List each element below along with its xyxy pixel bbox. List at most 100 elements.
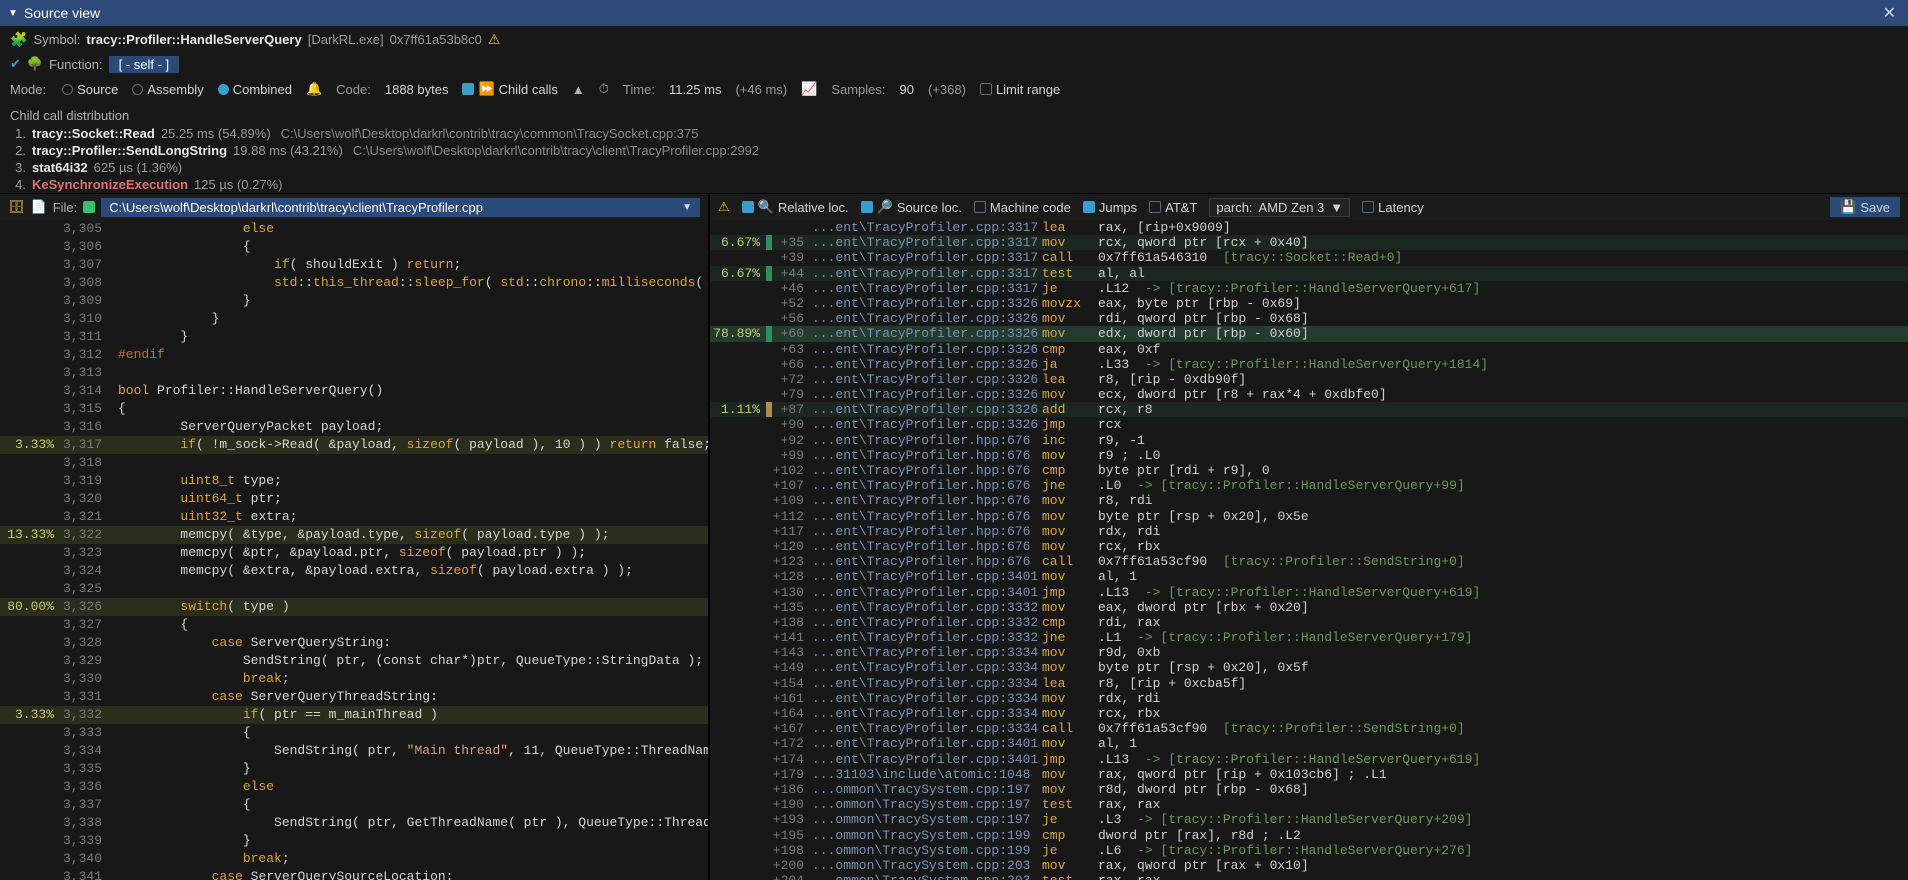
asm-line-23[interactable]: +128 ...ent\TracyProfiler.cpp:3401 mov al, … <box>710 569 1908 584</box>
source-line-3324[interactable]: 3,324 memcpy( &extra, &payload.extra, si… <box>0 562 708 580</box>
source-line-3339[interactable]: 3,339 } <box>0 832 708 850</box>
collapse-child-calls-icon[interactable]: ▲ <box>572 82 585 97</box>
source-line-3338[interactable]: 3,338 SendString( ptr, GetThreadName( pt… <box>0 814 708 832</box>
asm-line-srcref-5[interactable]: ...ent\TracyProfiler.cpp:3326 <box>812 296 1042 311</box>
asm-line-srcref-43[interactable]: ...ommon\TracySystem.cpp:203 <box>812 873 1042 880</box>
asm-line-42[interactable]: +200 ...ommon\TracySystem.cpp:203 mov rax, … <box>710 858 1908 873</box>
asm-line-srcref-11[interactable]: ...ent\TracyProfiler.cpp:3326 <box>812 387 1042 402</box>
asm-line-38[interactable]: +190 ...ommon\TracySystem.cpp:197 test rax,… <box>710 797 1908 812</box>
function-tree-icon[interactable]: 🌳 <box>27 56 43 72</box>
child-call-row-1[interactable]: 1. tracy::Socket::Read 25.25 ms (54.89%)… <box>10 125 1898 142</box>
mode-radio-combined[interactable]: Combined <box>218 82 292 97</box>
assembly-warning-icon[interactable]: ⚠ <box>718 199 730 215</box>
source-line-3311[interactable]: 3,311 } <box>0 328 708 346</box>
asm-line-srcref-10[interactable]: ...ent\TracyProfiler.cpp:3326 <box>812 372 1042 387</box>
asm-line-34[interactable]: +172 ...ent\TracyProfiler.cpp:3401 mov al, … <box>710 736 1908 751</box>
source-line-3331[interactable]: 3,331 case ServerQueryThreadString: <box>0 688 708 706</box>
source-loc-checkbox[interactable]: 🔎 Source loc. <box>861 199 962 215</box>
child-call-row-3[interactable]: 3. stat64i32 625 µs (1.36%) <box>10 159 1898 176</box>
asm-line-srcref-38[interactable]: ...ommon\TracySystem.cpp:197 <box>812 797 1042 812</box>
source-line-3315[interactable]: 3,315 { <box>0 400 708 418</box>
source-loc-checkbox-box[interactable] <box>861 201 873 213</box>
file-path-dropdown[interactable]: C:\Users\wolf\Desktop\darkrl\contrib\tra… <box>101 198 700 217</box>
asm-line-33[interactable]: +167 ...ent\TracyProfiler.cpp:3334 call 0x7… <box>710 721 1908 736</box>
save-button[interactable]: 💾 Save <box>1830 197 1900 217</box>
asm-line-12[interactable]: 1.11% +87 ...ent\TracyProfiler.cpp:3326 add… <box>710 402 1908 417</box>
jumps-checkbox[interactable]: Jumps <box>1083 200 1137 215</box>
source-line-3337[interactable]: 3,337 { <box>0 796 708 814</box>
asm-line-30[interactable]: +154 ...ent\TracyProfiler.cpp:3334 lea r8, … <box>710 676 1908 691</box>
source-line-3335[interactable]: 3,335 } <box>0 760 708 778</box>
latency-checkbox-box[interactable] <box>1362 201 1374 213</box>
asm-line-srcref-12[interactable]: ...ent\TracyProfiler.cpp:3326 <box>812 402 1042 417</box>
source-line-3314[interactable]: 3,314 bool Profiler::HandleServerQuery() <box>0 382 708 400</box>
source-line-3329[interactable]: 3,329 SendString( ptr, (const char*)ptr,… <box>0 652 708 670</box>
asm-line-srcref-22[interactable]: ...ent\TracyProfiler.hpp:676 <box>812 554 1042 569</box>
asm-line-26[interactable]: +138 ...ent\TracyProfiler.cpp:3332 cmp rdi,… <box>710 615 1908 630</box>
asm-line-srcref-26[interactable]: ...ent\TracyProfiler.cpp:3332 <box>812 615 1042 630</box>
asm-line-srcref-1[interactable]: ...ent\TracyProfiler.cpp:3317 <box>812 235 1042 250</box>
asm-line-40[interactable]: +195 ...ommon\TracySystem.cpp:199 cmp dword… <box>710 828 1908 843</box>
asm-line-11[interactable]: +79 ...ent\TracyProfiler.cpp:3326 mov ecx, … <box>710 387 1908 402</box>
asm-line-4[interactable]: +46 ...ent\TracyProfiler.cpp:3317 je .L12 -… <box>710 281 1908 296</box>
asm-line-5[interactable]: +52 ...ent\TracyProfiler.cpp:3326 movzx eax… <box>710 296 1908 311</box>
source-line-3317[interactable]: 3.33% 3,317 if( !m_sock->Read( &payload, … <box>0 436 708 454</box>
source-line-3307[interactable]: 3,307 if( shouldExit ) return; <box>0 256 708 274</box>
source-line-3327[interactable]: 3,327 { <box>0 616 708 634</box>
asm-line-srcref-31[interactable]: ...ent\TracyProfiler.cpp:3334 <box>812 691 1042 706</box>
asm-line-20[interactable]: +117 ...ent\TracyProfiler.hpp:676 mov rdx, … <box>710 524 1908 539</box>
relative-loc-checkbox-box[interactable] <box>742 201 754 213</box>
asm-line-srcref-32[interactable]: ...ent\TracyProfiler.cpp:3334 <box>812 706 1042 721</box>
jumps-checkbox-box[interactable] <box>1083 201 1095 213</box>
source-line-3332[interactable]: 3.33% 3,332 if( ptr == m_mainThread ) <box>0 706 708 724</box>
source-line-3310[interactable]: 3,310 } <box>0 310 708 328</box>
source-line-3334[interactable]: 3,334 SendString( ptr, "Main thread", 11… <box>0 742 708 760</box>
asm-line-srcref-36[interactable]: ...31103\include\atomic:1048 <box>812 767 1042 782</box>
asm-line-37[interactable]: +186 ...ommon\TracySystem.cpp:197 mov r8d, … <box>710 782 1908 797</box>
machine-code-checkbox-box[interactable] <box>974 201 986 213</box>
asm-line-36[interactable]: +179 ...31103\include\atomic:1048 mov rax, … <box>710 767 1908 782</box>
asm-line-16[interactable]: +102 ...ent\TracyProfiler.hpp:676 cmp byte … <box>710 463 1908 478</box>
limit-range-checkbox[interactable]: Limit range <box>980 82 1060 97</box>
source-line-3340[interactable]: 3,340 break; <box>0 850 708 868</box>
limit-range-checkbox-box[interactable] <box>980 83 992 95</box>
source-line-3321[interactable]: 3,321 uint32_t extra; <box>0 508 708 526</box>
source-line-3333[interactable]: 3,333 { <box>0 724 708 742</box>
source-line-3308[interactable]: 3,308 std::this_thread::sleep_for( std::… <box>0 274 708 292</box>
function-value-dropdown[interactable]: [ - self - ] <box>109 56 180 73</box>
asm-line-31[interactable]: +161 ...ent\TracyProfiler.cpp:3334 mov rdx,… <box>710 691 1908 706</box>
asm-line-srcref-6[interactable]: ...ent\TracyProfiler.cpp:3326 <box>812 311 1042 326</box>
asm-line-1[interactable]: 6.67% +35 ...ent\TracyProfiler.cpp:3317 mov… <box>710 235 1908 250</box>
asm-line-6[interactable]: +56 ...ent\TracyProfiler.cpp:3326 mov rdi, … <box>710 311 1908 326</box>
parch-chevron-icon[interactable]: ▼ <box>1330 200 1343 215</box>
child-calls-checkbox-box[interactable] <box>462 83 474 95</box>
child-call-row-4[interactable]: 4. KeSynchronizeExecution 125 µs (0.27%) <box>10 176 1898 193</box>
mode-radio-combined-dot[interactable] <box>218 84 229 95</box>
asm-line-21[interactable]: +120 ...ent\TracyProfiler.hpp:676 mov rcx, … <box>710 539 1908 554</box>
asm-line-39[interactable]: +193 ...ommon\TracySystem.cpp:197 je .L3 ->… <box>710 812 1908 827</box>
asm-line-srcref-0[interactable]: ...ent\TracyProfiler.cpp:3317 <box>812 220 1042 235</box>
asm-line-14[interactable]: +92 ...ent\TracyProfiler.hpp:676 inc r9, -1 <box>710 433 1908 448</box>
asm-line-srcref-35[interactable]: ...ent\TracyProfiler.cpp:3401 <box>812 752 1042 767</box>
asm-line-srcref-8[interactable]: ...ent\TracyProfiler.cpp:3326 <box>812 342 1042 357</box>
asm-line-srcref-2[interactable]: ...ent\TracyProfiler.cpp:3317 <box>812 250 1042 265</box>
source-line-3312[interactable]: 3,312 #endif <box>0 346 708 364</box>
asm-line-srcref-40[interactable]: ...ommon\TracySystem.cpp:199 <box>812 828 1042 843</box>
relative-loc-checkbox[interactable]: 🔍 Relative loc. <box>742 199 849 215</box>
asm-line-srcref-28[interactable]: ...ent\TracyProfiler.cpp:3334 <box>812 645 1042 660</box>
at-t-checkbox-box[interactable] <box>1149 201 1161 213</box>
asm-line-srcref-18[interactable]: ...ent\TracyProfiler.hpp:676 <box>812 493 1042 508</box>
asm-line-32[interactable]: +164 ...ent\TracyProfiler.cpp:3334 mov rcx,… <box>710 706 1908 721</box>
source-line-3341[interactable]: 3,341 case ServerQuerySourceLocation: <box>0 868 708 880</box>
asm-line-srcref-33[interactable]: ...ent\TracyProfiler.cpp:3334 <box>812 721 1042 736</box>
asm-line-9[interactable]: +66 ...ent\TracyProfiler.cpp:3326 ja .L33 -… <box>710 357 1908 372</box>
machine-code-checkbox[interactable]: Machine code <box>974 200 1071 215</box>
source-line-3325[interactable]: 3,325 <box>0 580 708 598</box>
assembly-code-scroll-area[interactable]: ...ent\TracyProfiler.cpp:3317 lea rax, [ri… <box>710 220 1908 880</box>
asm-line-srcref-4[interactable]: ...ent\TracyProfiler.cpp:3317 <box>812 281 1042 296</box>
function-self-checkbox[interactable]: ✔ <box>10 56 21 72</box>
asm-line-srcref-15[interactable]: ...ent\TracyProfiler.hpp:676 <box>812 448 1042 463</box>
asm-line-srcref-13[interactable]: ...ent\TracyProfiler.cpp:3326 <box>812 417 1042 432</box>
source-line-3336[interactable]: 3,336 else <box>0 778 708 796</box>
asm-line-2[interactable]: +39 ...ent\TracyProfiler.cpp:3317 call 0x7f… <box>710 250 1908 265</box>
